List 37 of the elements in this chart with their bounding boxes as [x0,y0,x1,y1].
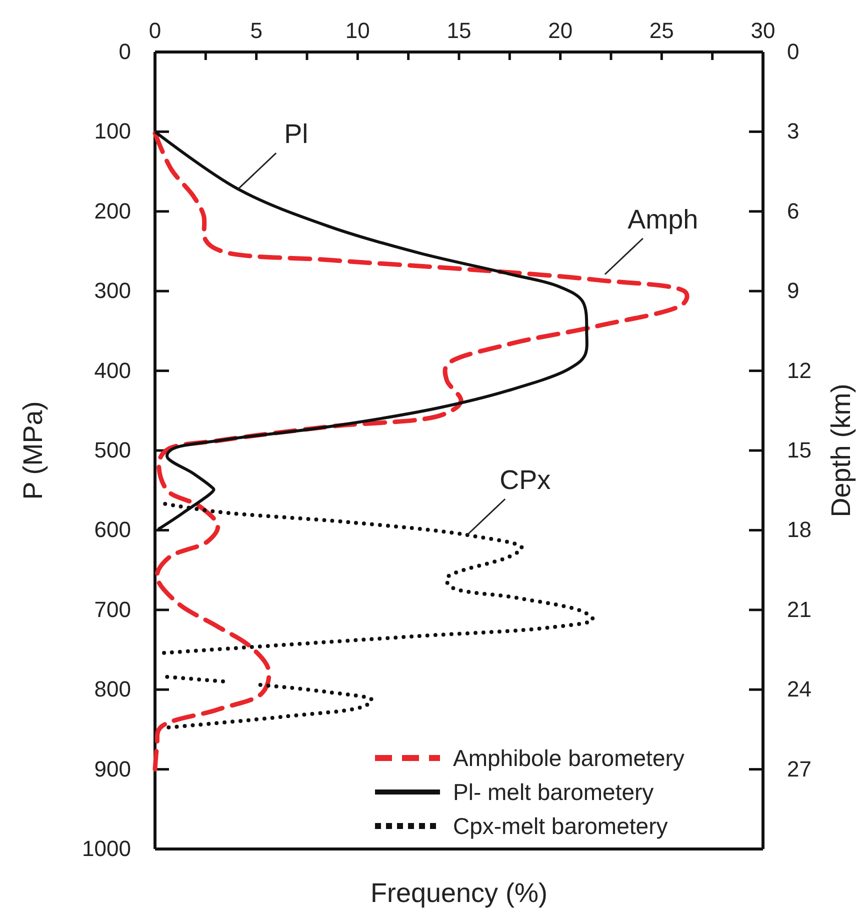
x-tick-label: 15 [446,18,472,43]
x-tick-label: 10 [345,18,370,43]
y2-tick-label: 6 [787,198,800,224]
x-axis-title: Frequency (%) [370,878,548,908]
legend-label: Cpx-melt barometery [453,813,668,839]
y-tick-label: 700 [94,596,131,622]
y2-tick-label: 9 [787,278,800,304]
legend-label: Amphibole barometery [453,745,685,771]
y2-tick-label: 21 [787,596,812,622]
y2-tick-label: 0 [787,39,800,64]
x-tick-label: 20 [548,18,573,43]
y2-tick-label: 15 [787,438,812,463]
y2-tick-label: 27 [787,756,812,782]
x-tick-label: 25 [649,18,674,43]
annotation: Pl [284,119,308,150]
y2-tick-label: 18 [787,517,812,542]
y-tick-label: 100 [94,118,131,144]
x-tick-label: 0 [148,18,162,43]
y-tick-label: 500 [94,438,131,463]
y2-tick-label: 12 [787,358,812,383]
y-tick-label: 900 [94,756,131,782]
y2-tick-label: 3 [787,118,800,144]
y-tick-label: 200 [94,198,131,224]
y-tick-label: 600 [94,517,131,542]
annotation: Amph [628,204,698,234]
y2-axis-title: Depth (km) [826,384,856,518]
y-tick-label: 800 [94,676,131,702]
y-tick-label: 300 [94,278,131,304]
y-tick-label: 1000 [82,836,131,862]
x-tick-label: 30 [750,18,776,43]
x-tick-label: 5 [250,18,262,43]
y-tick-label: 0 [118,39,131,64]
y-axis-title: P (MPa) [18,401,48,500]
y-tick-label: 400 [94,358,131,383]
y2-tick-label: 24 [787,676,812,702]
annotation: CPx [500,464,552,495]
legend-label: Pl- melt barometery [453,779,654,805]
